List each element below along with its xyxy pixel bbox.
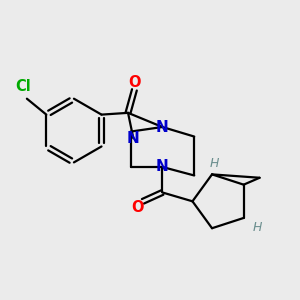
Text: N: N (156, 160, 169, 175)
Text: N: N (156, 119, 169, 134)
Text: H: H (210, 157, 219, 169)
Text: Cl: Cl (15, 80, 31, 94)
Text: O: O (131, 200, 144, 215)
Text: H: H (252, 221, 262, 234)
Text: O: O (128, 75, 141, 90)
Text: N: N (127, 131, 140, 146)
